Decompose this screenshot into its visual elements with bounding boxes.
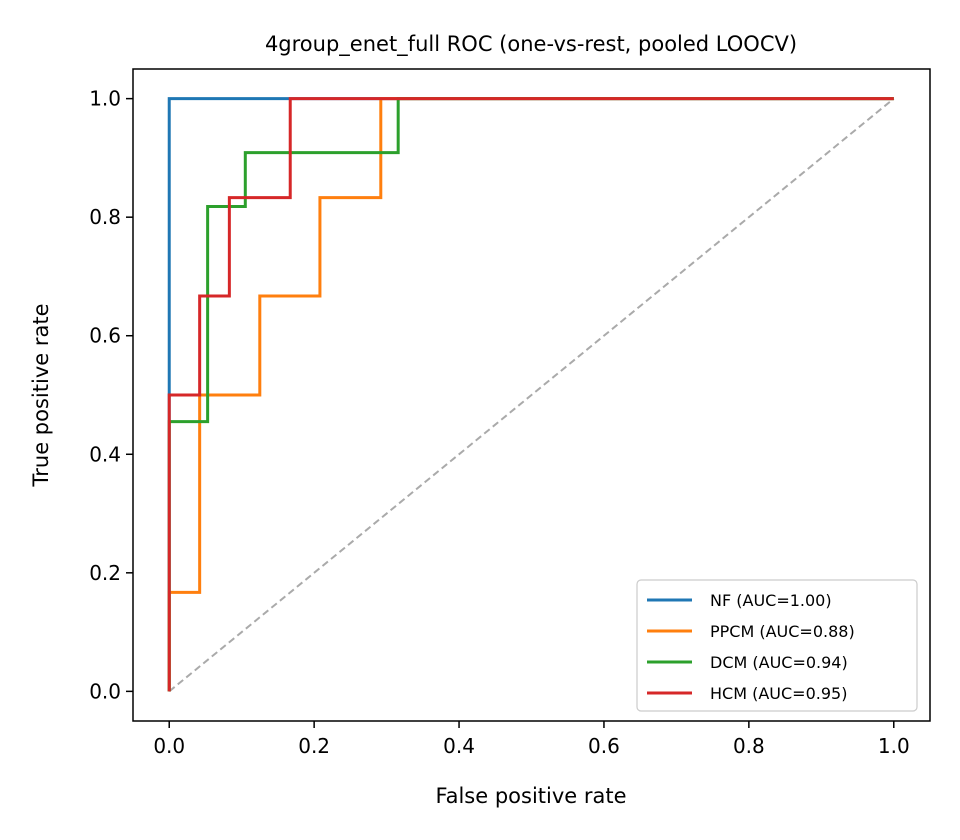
series-line-dcm bbox=[167, 97, 894, 692]
y-tick-label: 0.8 bbox=[89, 205, 121, 229]
x-tick-label: 0.2 bbox=[298, 734, 330, 758]
chart-title: 4group_enet_full ROC (one-vs-rest, poole… bbox=[265, 32, 797, 57]
y-tick-label: 1.0 bbox=[89, 87, 121, 111]
legend-box bbox=[636, 579, 918, 712]
y-tick-label: 0.4 bbox=[89, 442, 121, 466]
x-tick-label: 0.4 bbox=[443, 734, 475, 758]
x-tick-label: 1.0 bbox=[878, 734, 910, 758]
y-tick-label: 0.2 bbox=[89, 561, 121, 585]
legend-label-ppcm: PPCM (AUC=0.88) bbox=[710, 622, 855, 641]
series-line-ppcm bbox=[167, 97, 894, 692]
y-tick-label: 0.0 bbox=[89, 679, 121, 703]
y-tick-label: 0.6 bbox=[89, 324, 121, 348]
y-axis-label: True positive rate bbox=[29, 304, 53, 488]
x-tick-label: 0.6 bbox=[588, 734, 620, 758]
y-axis: 0.0 0.2 0.4 0.6 0.8 1.0 bbox=[89, 87, 133, 703]
legend-label-dcm: DCM (AUC=0.94) bbox=[710, 653, 848, 672]
legend-label-hcm: HCM (AUC=0.95) bbox=[710, 684, 847, 703]
plot-frame bbox=[132, 68, 931, 722]
legend: NF (AUC=1.00) PPCM (AUC=0.88) DCM (AUC=0.9… bbox=[636, 579, 918, 712]
x-axis-label: False positive rate bbox=[435, 784, 626, 808]
x-tick-label: 0.8 bbox=[733, 734, 765, 758]
series-line-hcm bbox=[167, 97, 894, 692]
x-tick-label: 0.0 bbox=[153, 734, 185, 758]
x-axis: 0.0 0.2 0.4 0.6 0.8 1.0 bbox=[153, 721, 910, 758]
chance-diagonal-line bbox=[168, 97, 895, 693]
legend-label-nf: NF (AUC=1.00) bbox=[710, 591, 832, 610]
plot-area bbox=[167, 97, 895, 693]
